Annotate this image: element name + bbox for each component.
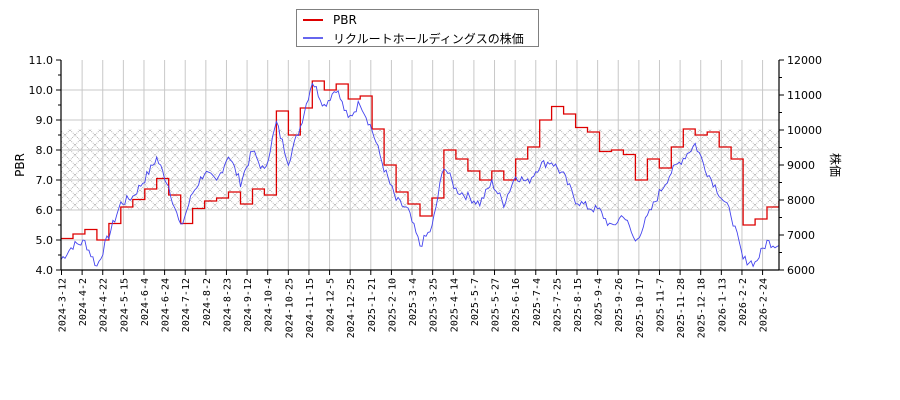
x-tick-label: 2026-1-13 — [717, 278, 728, 332]
left-axis-title: PBR — [13, 153, 27, 177]
left-tick-label: 11.0 — [29, 54, 54, 67]
left-tick-label: 9.0 — [36, 114, 54, 127]
x-tick-label: 2024-12-25 — [346, 278, 357, 338]
stock-price-line — [61, 82, 779, 268]
x-tick-label: 2024-8-2 — [202, 278, 213, 326]
left-y-axis: 11.0 10.0 9.0 8.0 7.0 6.0 5.0 4.0 — [29, 54, 61, 277]
x-tick-label: 2024-12-5 — [326, 278, 337, 332]
x-tick-label: 2024-6-4 — [140, 278, 151, 326]
left-tick-label: 10.0 — [29, 84, 54, 97]
x-tick-label: 2024-4-22 — [99, 278, 110, 332]
x-tick-label: 2025-1-21 — [367, 278, 378, 332]
pbr-range-band — [61, 129, 779, 211]
x-tick-label: 2025-5-27 — [491, 278, 502, 332]
pbr-line-swatch-icon — [303, 19, 323, 21]
right-tick-label: 10000 — [787, 124, 822, 137]
x-tick-label: 2025-12-18 — [697, 278, 708, 338]
legend-label-stock-price: リクルートホールディングスの株価 — [333, 31, 524, 46]
x-tick-label: 2025-7-4 — [532, 278, 543, 326]
x-tick-label: 2025-3-4 — [408, 278, 419, 326]
series-layer — [61, 80, 779, 268]
x-tick-label: 2025-11-7 — [656, 278, 667, 332]
right-tick-label: 9000 — [787, 159, 815, 172]
left-tick-label: 4.0 — [36, 264, 54, 277]
x-tick-label: 2025-3-25 — [429, 278, 440, 332]
legend: PBR リクルートホールディングスの株価 — [296, 9, 539, 47]
x-tick-label: 2024-11-15 — [305, 278, 316, 338]
x-tick-label: 2025-9-4 — [594, 278, 605, 326]
x-tick-label: 2025-4-14 — [449, 278, 460, 332]
x-tick-label: 2025-2-10 — [387, 278, 398, 332]
right-y-axis: 12000 11000 10000 9000 8000 7000 6000 — [779, 54, 822, 277]
right-tick-label: 12000 — [787, 54, 822, 67]
x-tick-label: 2025-6-16 — [511, 278, 522, 332]
right-tick-label: 11000 — [787, 89, 822, 102]
left-tick-label: 5.0 — [36, 234, 54, 247]
x-tick-label: 2024-10-25 — [284, 278, 295, 338]
left-tick-label: 7.0 — [36, 174, 54, 187]
x-tick-label: 2024-3-12 — [58, 278, 69, 332]
right-tick-label: 7000 — [787, 229, 815, 242]
x-tick-label: 2024-4-2 — [78, 278, 89, 326]
stock-line-swatch-icon — [303, 37, 323, 39]
x-tick-label: 2026-2-2 — [738, 278, 749, 326]
right-axis-title: 株価 — [828, 153, 843, 177]
x-tick-label: 2025-8-15 — [573, 278, 584, 332]
legend-item-stock-price: リクルートホールディングスの株価 — [297, 30, 524, 46]
x-tick-label: 2024-7-12 — [181, 278, 192, 332]
right-tick-label: 8000 — [787, 194, 815, 207]
left-tick-label: 8.0 — [36, 144, 54, 157]
x-tick-label: 2024-5-15 — [119, 278, 130, 332]
legend-item-pbr: PBR — [297, 12, 357, 28]
x-tick-label: 2025-11-28 — [676, 278, 687, 338]
x-tick-label: 2025-7-25 — [552, 278, 563, 332]
x-tick-label: 2025-5-7 — [470, 278, 481, 326]
x-tick-label: 2025-9-26 — [614, 278, 625, 332]
x-tick-label: 2024-6-24 — [161, 278, 172, 332]
x-axis: 2024-3-12 2024-4-2 2024-4-22 2024-5-15 2024-… — [58, 270, 770, 338]
x-tick-label: 2026-2-24 — [759, 278, 770, 332]
legend-label-pbr: PBR — [333, 13, 357, 27]
x-tick-label: 2024-9-12 — [243, 278, 254, 332]
x-tick-label: 2025-10-17 — [635, 278, 646, 338]
x-tick-label: 2024-10-4 — [264, 278, 275, 332]
x-tick-label: 2024-8-23 — [223, 278, 234, 332]
left-tick-label: 6.0 — [36, 204, 54, 217]
right-tick-label: 6000 — [787, 264, 815, 277]
